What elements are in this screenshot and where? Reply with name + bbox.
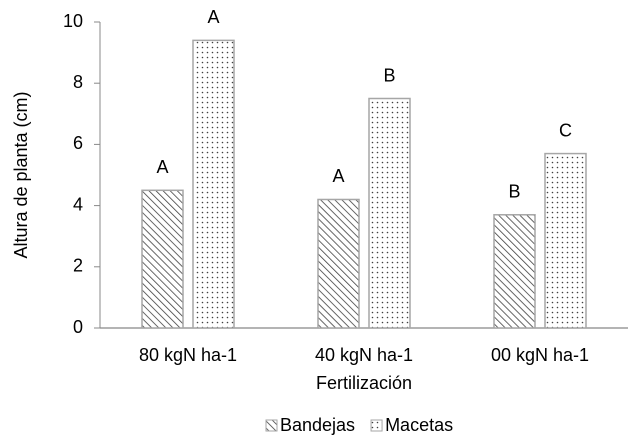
legend-label: Macetas xyxy=(385,415,453,435)
legend-label: Bandejas xyxy=(280,415,355,435)
significance-label: B xyxy=(383,65,395,85)
x-tick-label: 00 kgN ha-1 xyxy=(491,345,589,365)
bar xyxy=(544,152,587,329)
significance-label: A xyxy=(207,7,219,27)
y-tick-label: 0 xyxy=(73,317,83,337)
x-axis-title: Fertilización xyxy=(316,373,412,393)
y-tick-label: 2 xyxy=(73,256,83,276)
bar xyxy=(141,189,184,329)
x-tick-label: 80 kgN ha-1 xyxy=(139,345,237,365)
y-tick-label: 4 xyxy=(73,194,83,214)
x-tick-label: 40 kgN ha-1 xyxy=(315,345,413,365)
bar xyxy=(317,198,360,329)
bar xyxy=(192,39,235,329)
significance-label: B xyxy=(508,182,520,202)
bar xyxy=(368,97,411,329)
significance-label: A xyxy=(332,166,344,186)
y-axis-title: Altura de planta (cm) xyxy=(11,91,31,258)
y-tick-label: 6 xyxy=(73,133,83,153)
significance-label: A xyxy=(156,157,168,177)
y-tick-label: 10 xyxy=(63,11,83,31)
significance-label: C xyxy=(559,120,572,140)
legend-swatch xyxy=(265,419,278,432)
y-tick-label: 8 xyxy=(73,72,83,92)
bar xyxy=(493,214,536,329)
legend-swatch xyxy=(370,419,383,432)
